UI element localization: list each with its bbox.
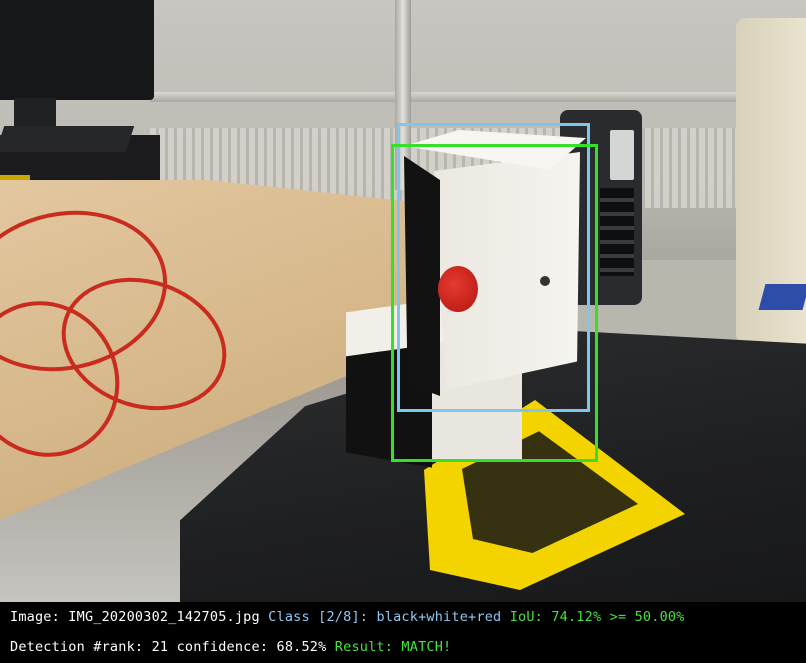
ground-truth-bounding-box <box>397 123 590 412</box>
object-black-face <box>404 156 440 396</box>
class-name: black+white+red <box>376 609 502 625</box>
image-filename: IMG_20200302_142705.jpg <box>68 609 260 625</box>
prediction-bounding-box <box>391 144 598 462</box>
class-label: Class <box>268 609 310 625</box>
class-index: [2/8]: <box>318 609 369 625</box>
phone-keypad <box>600 188 634 276</box>
image-label: Image: <box>10 609 60 625</box>
confidence-readout: confidence: 68.52% <box>176 639 327 655</box>
info-line-2: Detection #rank: 21 confidence: 68.52% R… <box>10 639 451 655</box>
speaker-logo <box>758 284 806 310</box>
detection-photo <box>0 0 806 602</box>
iou-readout: IoU: 74.12% >= 50.00% <box>509 609 685 625</box>
result-status: Result: MATCH! <box>334 639 452 655</box>
monitor-base <box>0 126 135 152</box>
monitor <box>0 0 154 100</box>
red-button <box>438 266 478 312</box>
info-bar <box>0 602 806 663</box>
detection-rank: Detection #rank: 21 <box>10 639 169 655</box>
pinhole <box>540 276 550 286</box>
background-rail <box>150 92 790 102</box>
info-line-1: Image: IMG_20200302_142705.jpg Class [2/… <box>10 609 685 625</box>
phone-display <box>610 130 634 180</box>
